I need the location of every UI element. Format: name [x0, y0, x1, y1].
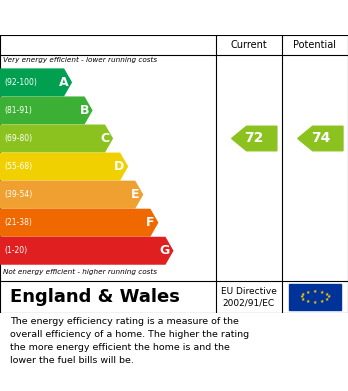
Text: Energy Efficiency Rating: Energy Efficiency Rating: [10, 9, 239, 27]
Text: ★: ★: [324, 292, 329, 297]
Polygon shape: [0, 69, 71, 96]
Polygon shape: [298, 126, 343, 151]
Text: ★: ★: [306, 290, 310, 295]
Text: ★: ★: [319, 290, 324, 295]
Polygon shape: [0, 181, 143, 208]
Text: ★: ★: [301, 297, 306, 302]
Text: Very energy efficient - lower running costs: Very energy efficient - lower running co…: [3, 57, 158, 63]
Text: A: A: [59, 76, 69, 89]
Text: ★: ★: [319, 299, 324, 304]
Text: (21-38): (21-38): [4, 218, 32, 227]
Text: EU Directive: EU Directive: [221, 287, 277, 296]
Text: ★: ★: [313, 289, 317, 294]
Polygon shape: [0, 237, 173, 264]
Text: ★: ★: [324, 297, 329, 302]
Text: (92-100): (92-100): [4, 78, 37, 87]
Polygon shape: [0, 97, 92, 124]
Text: England & Wales: England & Wales: [10, 288, 180, 306]
Text: ★: ★: [301, 292, 306, 297]
Text: E: E: [131, 188, 140, 201]
Text: Current: Current: [230, 40, 267, 50]
Text: Not energy efficient - higher running costs: Not energy efficient - higher running co…: [3, 269, 158, 274]
Text: (55-68): (55-68): [4, 162, 32, 171]
Text: The energy efficiency rating is a measure of the
overall efficiency of a home. T: The energy efficiency rating is a measur…: [10, 317, 250, 365]
Text: ★: ★: [299, 294, 304, 299]
Text: Potential: Potential: [293, 40, 337, 50]
Text: (69-80): (69-80): [4, 134, 32, 143]
Text: (1-20): (1-20): [4, 246, 27, 255]
Polygon shape: [0, 153, 127, 180]
Text: B: B: [80, 104, 89, 117]
Polygon shape: [232, 126, 277, 151]
Text: 2002/91/EC: 2002/91/EC: [223, 299, 275, 308]
Text: (39-54): (39-54): [4, 190, 32, 199]
Text: C: C: [100, 132, 110, 145]
Text: ★: ★: [313, 300, 317, 305]
Text: ★: ★: [306, 299, 310, 304]
Text: 72: 72: [245, 131, 264, 145]
Polygon shape: [0, 210, 158, 236]
Text: (81-91): (81-91): [4, 106, 32, 115]
Text: 74: 74: [311, 131, 330, 145]
Polygon shape: [0, 125, 112, 152]
Text: D: D: [114, 160, 125, 173]
FancyBboxPatch shape: [289, 284, 341, 310]
Text: ★: ★: [326, 294, 331, 299]
Text: F: F: [146, 216, 155, 229]
Text: G: G: [160, 244, 170, 257]
